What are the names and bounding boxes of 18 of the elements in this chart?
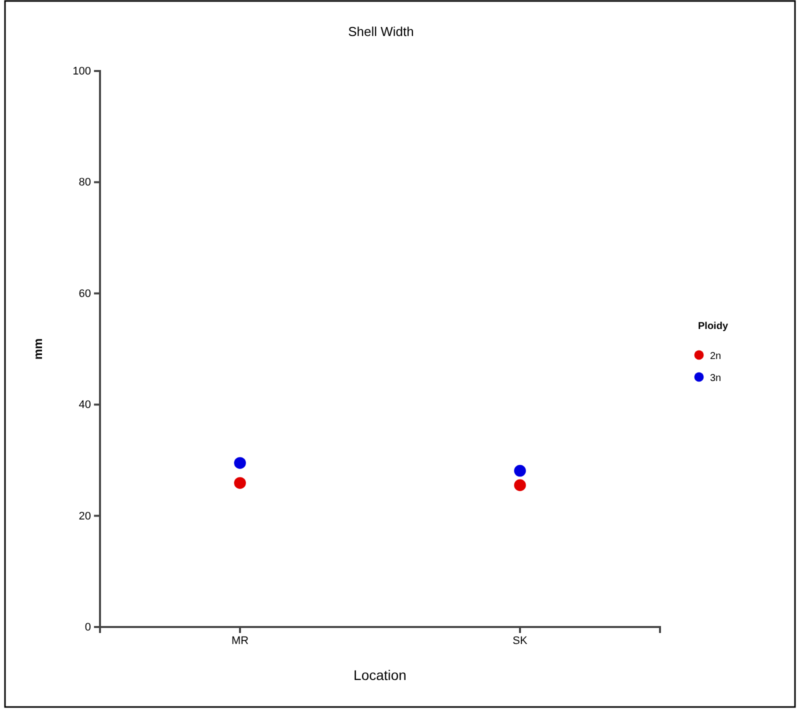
y-tick-label: 20 — [78, 510, 91, 522]
x-tick-label: SK — [512, 634, 528, 647]
y-tick-label: 100 — [72, 66, 91, 78]
point — [234, 477, 246, 489]
point — [514, 479, 526, 492]
y-axis-title: mm — [31, 338, 45, 360]
y-tick-label: 40 — [78, 399, 91, 412]
y-tick-label: 60 — [78, 288, 91, 300]
legend-label: 2n — [710, 351, 722, 362]
legend-title: Ploidy — [698, 321, 728, 332]
x-tick-label: MR — [231, 634, 249, 647]
y-tick-label: 0 — [84, 622, 91, 634]
point — [514, 464, 526, 477]
y-tick-label: 80 — [78, 176, 91, 189]
point — [234, 457, 246, 469]
x-axis-title: Location — [354, 667, 406, 683]
legend-label: 3n — [710, 373, 722, 384]
chart-title: Shell Width — [348, 24, 414, 39]
